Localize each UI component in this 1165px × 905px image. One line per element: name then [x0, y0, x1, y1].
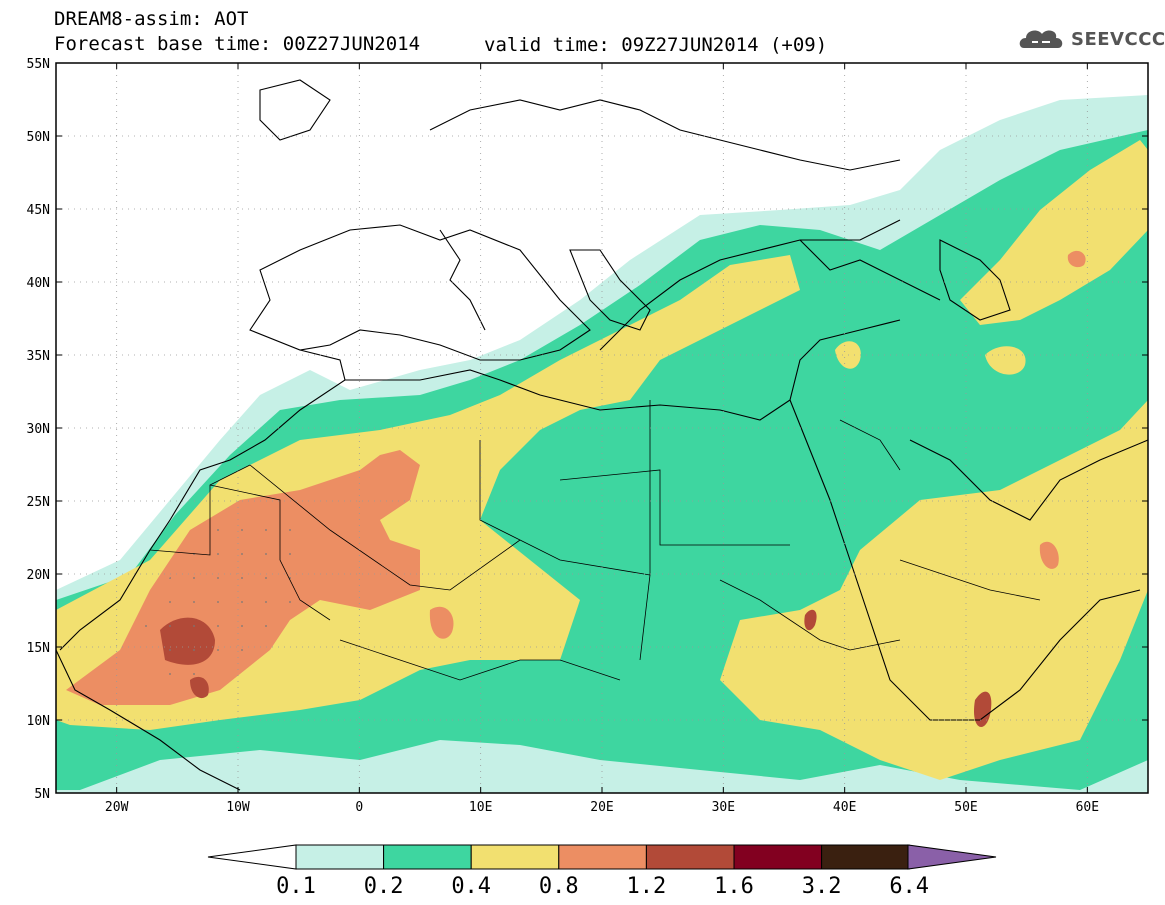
lat-label: 5N: [34, 787, 50, 802]
colorbar-swatch: [558, 844, 647, 870]
latitude-labels: 55N 50N 45N 40N 35N 30N 25N 20N 15N 10N 5N: [27, 57, 50, 802]
colorbar-swatch: [470, 844, 560, 870]
colorbar-label: 1.6: [714, 874, 754, 899]
colorbar-label: 0.1: [276, 874, 316, 899]
colorbar-label: 0.2: [364, 874, 404, 899]
aot-level-0.4-blob-a: [985, 346, 1026, 375]
colorbar-swatch: [733, 844, 823, 870]
colorbar-label: 3.2: [802, 874, 842, 899]
aot-level-0.4-blob-b: [835, 341, 861, 369]
lat-label: 10N: [27, 714, 50, 729]
aot-level-0.8-blob-b: [1039, 541, 1059, 569]
forecast-base-time: Forecast base time: 00Z27JUN2014: [54, 33, 421, 55]
gridlines: [56, 63, 1148, 793]
colorbar: 0.1 0.2 0.4 0.8 1.2 1.6 3.2 6.4: [207, 844, 997, 899]
lon-label: 40E: [833, 800, 856, 815]
colorbar-label: 6.4: [889, 874, 929, 899]
colorbar-label: 1.2: [627, 874, 667, 899]
colorbar-swatch: [295, 844, 385, 870]
colorbar-label: 0.4: [451, 874, 491, 899]
lat-label: 25N: [27, 495, 50, 510]
aot-level-0.4-caspian: [960, 140, 1148, 325]
colorbar-label: 0.8: [539, 874, 579, 899]
colorbar-swatch: [645, 844, 735, 870]
axis-ticks: [56, 62, 1148, 794]
colorbar-high-arrow: [907, 844, 997, 870]
valid-time: valid time: 09Z27JUN2014 (+09): [484, 34, 828, 56]
lon-label: 10W: [226, 800, 250, 815]
lon-label: 60E: [1076, 800, 1099, 815]
lat-label: 40N: [27, 276, 50, 291]
lat-label: 55N: [27, 57, 50, 72]
lat-label: 20N: [27, 568, 50, 583]
logo-text: SEEVCCC: [1071, 29, 1165, 50]
lon-label: 50E: [954, 800, 977, 815]
lon-label: 30E: [712, 800, 735, 815]
stipple-overlay: [140, 510, 300, 690]
aot-level-0.8-blob-a: [429, 606, 454, 639]
lon-label: 20W: [105, 800, 129, 815]
lat-label: 45N: [27, 203, 50, 218]
aot-level-1.2-c: [973, 691, 992, 727]
lon-label: 20E: [590, 800, 613, 815]
lon-label: 10E: [469, 800, 492, 815]
lat-label: 50N: [27, 130, 50, 145]
colorbar-swatch: [821, 844, 910, 870]
lat-label: 30N: [27, 422, 50, 437]
colorbar-low-arrow: [207, 844, 297, 870]
aot-level-0.8-blob-c: [1067, 250, 1086, 268]
colorbar-swatch: [383, 844, 472, 870]
aot-level-1.2-d: [804, 609, 817, 631]
lat-label: 35N: [27, 349, 50, 364]
coastlines: [56, 79, 1148, 791]
aot-level-0.4-arabia: [720, 400, 1148, 780]
lat-label: 15N: [27, 641, 50, 656]
seevccc-cloud-logo-icon: [1019, 30, 1063, 48]
aot-level-1.2-b: [190, 676, 209, 699]
lon-label: 0: [355, 800, 363, 815]
borders: [149, 400, 1041, 681]
title-line1: DREAM8-assim: AOT: [54, 8, 249, 30]
longitude-labels: 20W 10W 0 10E 20E 30E 40E 50E 60E: [105, 800, 1099, 815]
